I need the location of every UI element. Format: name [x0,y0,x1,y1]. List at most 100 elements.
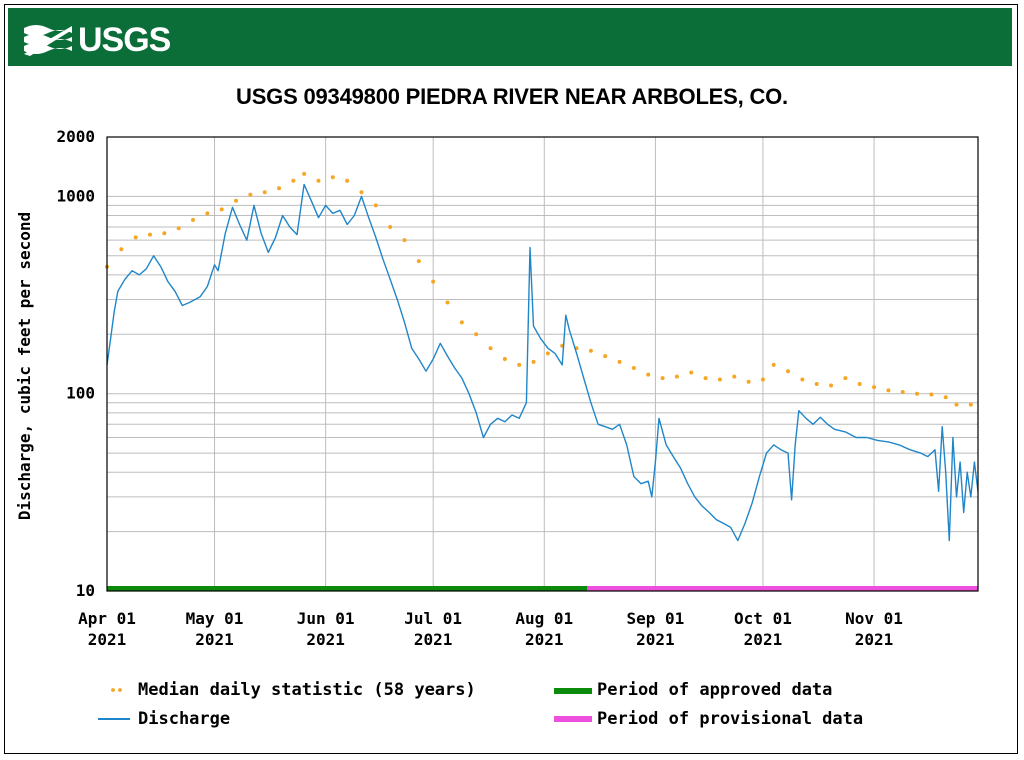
median-point [133,235,138,240]
median-point [886,388,891,393]
median-point [829,383,834,388]
chart-title: USGS 09349800 PIEDRA RIVER NEAR ARBOLES,… [236,84,788,109]
median-point [302,171,307,176]
median-point [459,320,464,325]
median-point [162,231,167,236]
legend-median-marker [111,688,122,692]
usgs-banner: USGS [8,8,1012,66]
median-point [388,224,393,229]
y-axis-label: Discharge, cubic feet per second [15,212,34,520]
x-tick-year: 2021 [636,630,675,649]
x-tick-label: Sep 01 [627,609,685,628]
period-bar [107,586,588,591]
x-tick-label: Jul 01 [404,609,462,628]
median-point [330,175,335,180]
legend-approved-label: Period of approved data [597,680,833,700]
discharge-series [106,183,979,542]
median-point [431,279,436,284]
median-point [191,217,196,222]
median-point [277,186,282,191]
x-tick-label: Nov 01 [845,609,903,628]
median-point [488,346,493,351]
median-point [674,374,679,379]
x-tick-year: 2021 [88,630,127,649]
median-point [291,178,296,183]
median-point [943,395,948,400]
legend-median-label: Median daily statistic (58 years) [138,680,476,700]
period-bar [587,586,978,591]
median-point [205,211,210,216]
y-tick-label: 1000 [56,186,95,205]
median-point [248,192,253,197]
median-point [545,351,550,356]
median-point [786,369,791,374]
median-point [345,178,350,183]
y-tick-label: 10 [76,581,95,600]
median-point [603,354,608,359]
legend-approved-marker [554,688,592,694]
median-point [689,370,694,375]
x-tick-label: Aug 01 [515,609,573,628]
median-point [373,203,378,208]
median-point [929,392,934,397]
x-tick-year: 2021 [195,630,234,649]
median-point [732,374,737,379]
median-point [416,259,421,264]
median-point [502,356,507,361]
usgs-wave-icon [24,25,72,56]
grid [106,136,978,591]
legend-provisional-label: Period of provisional data [597,709,864,729]
median-point [968,402,973,407]
median-point [402,238,407,243]
median-point [857,381,862,386]
median-point [176,226,181,231]
y-tick-label: 2000 [56,127,95,146]
discharge-line [106,183,979,542]
median-point [262,190,267,195]
median-point [234,198,239,203]
legend-discharge-label: Discharge [138,709,231,729]
median-point [445,300,450,305]
median-point [316,178,321,183]
y-tick-label: 100 [66,384,95,403]
median-point [474,332,479,337]
median-point [588,348,593,353]
x-tick-year: 2021 [414,630,453,649]
median-point [915,391,920,396]
usgs-logo-text: USGS [78,21,171,59]
x-tick-year: 2021 [525,630,564,649]
usgs-logo: USGS [22,20,182,60]
median-point [631,365,636,370]
median-point [771,362,776,367]
median-point [872,385,877,390]
median-point [119,247,124,252]
x-tick-year: 2021 [744,630,783,649]
median-point [717,377,722,382]
x-tick-year: 2021 [306,630,345,649]
period-bars [107,586,978,591]
median-point [531,359,536,364]
median-point [219,207,224,212]
plot-border [106,136,979,592]
median-point [814,381,819,386]
median-point [646,372,651,377]
median-point [800,377,805,382]
x-tick-label: May 01 [186,609,244,628]
x-axis-ticks: Apr 01 2021 May 01 2021 Jun 01 2021 Jul 01 2021… [78,609,903,649]
legend-provisional-marker [554,716,592,722]
median-point [746,379,751,384]
x-tick-label: Apr 01 [78,609,136,628]
chart-frame [4,4,1018,754]
median-point [617,359,622,364]
median-series [105,171,973,407]
median-point [760,377,765,382]
median-point [703,376,708,381]
x-tick-year: 2021 [855,630,894,649]
median-point [900,390,905,395]
y-axis-ticks: 2000 1000 100 10 [56,127,95,600]
median-point [517,362,522,367]
x-tick-label: Oct 01 [734,609,792,628]
x-tick-label: Jun 01 [297,609,355,628]
median-point [843,376,848,381]
